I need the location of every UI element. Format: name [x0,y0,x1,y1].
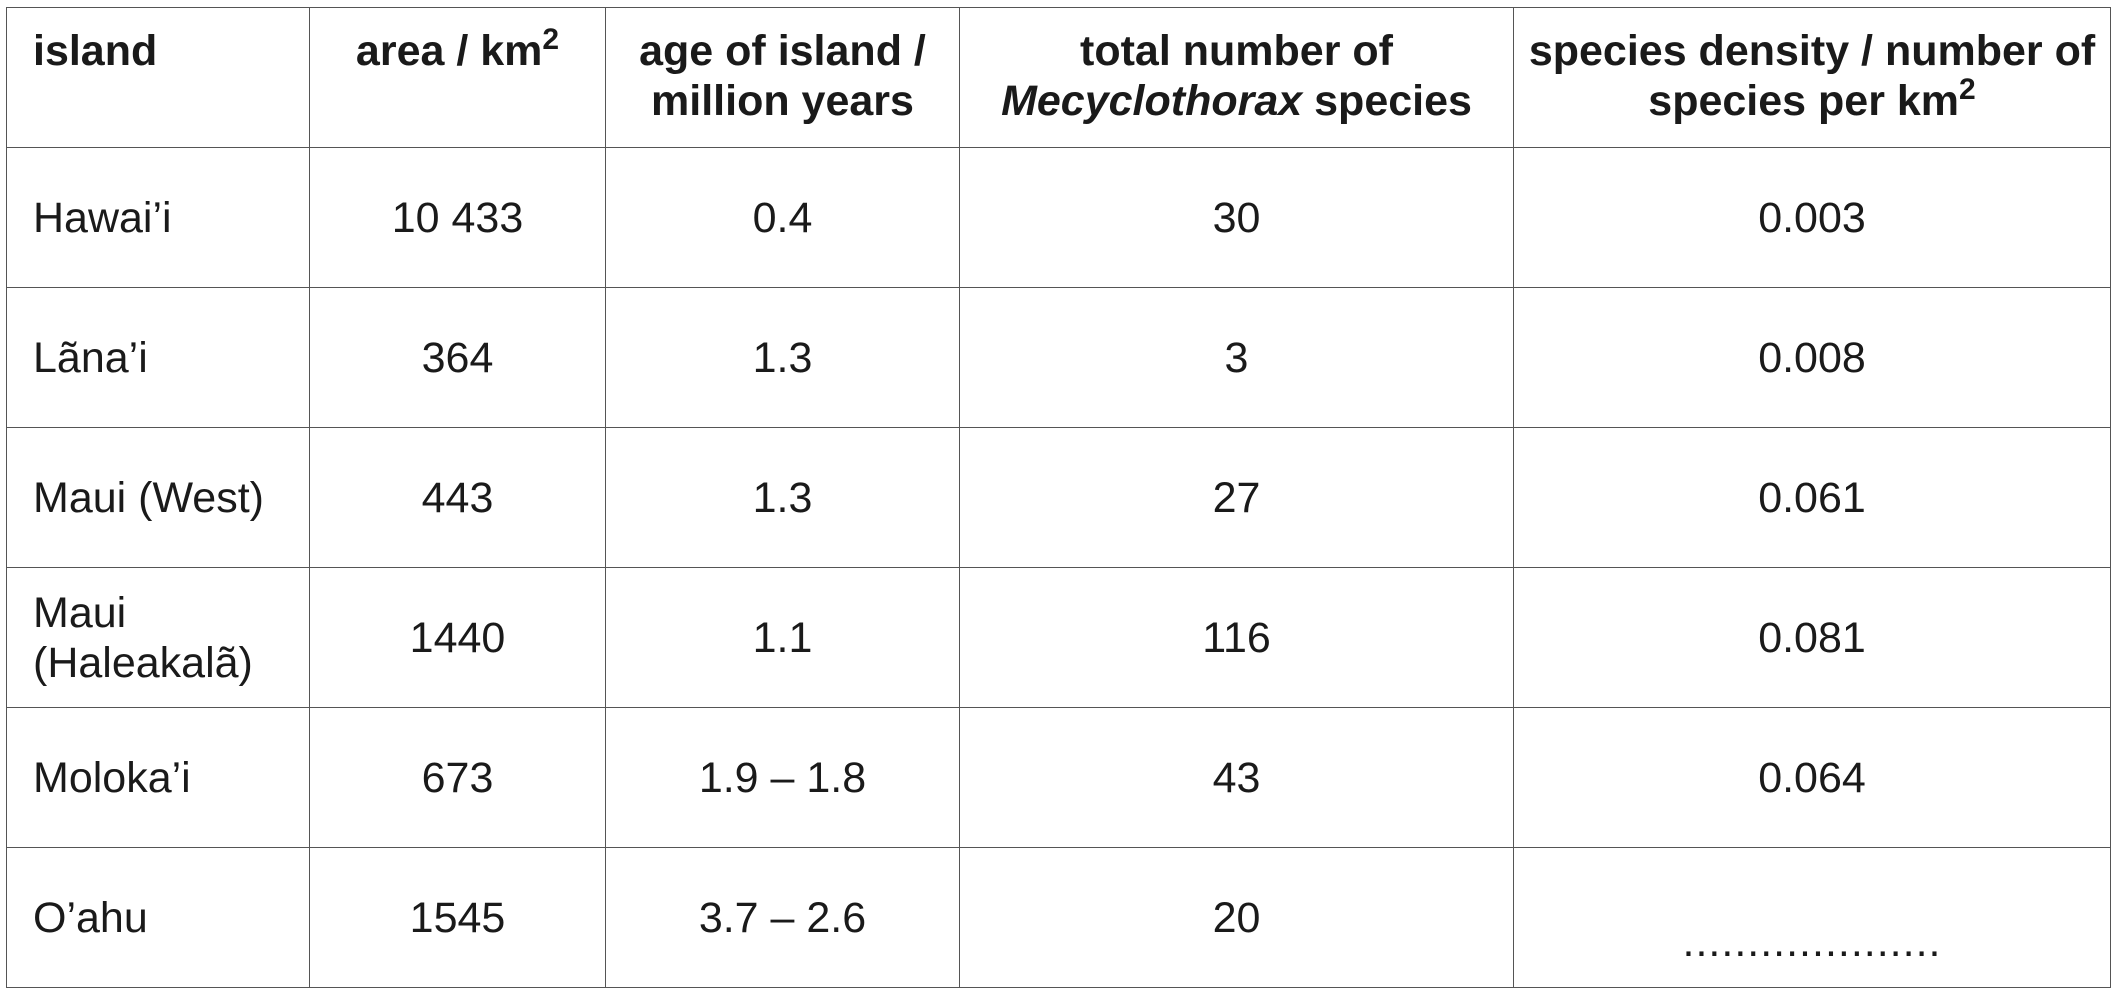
table-cell: 1.9 – 1.8 [605,707,960,848]
table-cell: 1.1 [605,567,960,708]
table-cell: 0.061 [1513,427,2111,568]
header-row: island area / km2 age of island / millio… [6,7,2111,148]
data-table: island area / km2 age of island / millio… [6,7,2111,988]
table-cell: 1.3 [605,287,960,428]
table-row: Maui (West) 443 1.3 27 0.061 [6,427,2111,568]
table-cell: Hawai’i [6,147,310,288]
table-cell: 0.064 [1513,707,2111,848]
table-cell: 0.4 [605,147,960,288]
table-cell: 1440 [309,567,606,708]
table-cell: 10 433 [309,147,606,288]
table-cell: O’ahu [6,847,310,988]
table-cell: 3 [959,287,1514,428]
table-cell: Maui (Haleakalã) [6,567,310,708]
table-cell: 364 [309,287,606,428]
header-cell: area / km2 [309,7,606,148]
table-cell: 20 [959,847,1514,988]
table-row: Maui (Haleakalã) 1440 1.1 116 0.081 [6,567,2111,708]
table-cell: 30 [959,147,1514,288]
table-cell: 0.003 [1513,147,2111,288]
table-cell: 0.081 [1513,567,2111,708]
header-text: island [33,27,158,75]
header-text: species [1302,77,1472,125]
table-cell: Maui (West) [6,427,310,568]
table-cell: 27 [959,427,1514,568]
table-cell: 116 [959,567,1514,708]
table-cell: Moloka’i [6,707,310,848]
table-row: Hawai’i 10 433 0.4 30 0.003 [6,147,2111,288]
table-row: O’ahu 1545 3.7 – 2.6 20.................... [6,847,2111,988]
header-text: area / km [355,27,543,75]
genus-name: Mecyclothorax [1001,77,1303,125]
table-cell: 673 [309,707,606,848]
table-row: Moloka’i 673 1.9 – 1.8 43 0.064 [6,707,2111,848]
header-cell: island [6,7,310,148]
header-cell: total number of Mecyclothorax species [959,7,1514,148]
table-cell: Lãna’i [6,287,310,428]
table-cell: 3.7 – 2.6 [605,847,960,988]
table-cell: 1.3 [605,427,960,568]
header-cell: age of island / million years [605,7,960,148]
table-cell: 0.008 [1513,287,2111,428]
table-cell: 43 [959,707,1514,848]
header-text: age of island / million years [639,27,926,125]
table-row: Lãna’i 364 1.3 3 0.008 [6,287,2111,428]
header-text: species density / number of species per … [1528,27,2096,125]
superscript: 2 [542,23,560,56]
table-body: Hawai’i 10 433 0.4 30 0.003 Lãna’i 364 1.3 3 0.00… [6,147,2111,988]
table-cell: 1545 [309,847,606,988]
superscript: 2 [1959,73,1976,106]
table-cell: .................... [1513,847,2111,988]
table-cell: 443 [309,427,606,568]
header-cell: species density / number of species per … [1513,7,2111,148]
header-text: total number of [1080,27,1393,75]
